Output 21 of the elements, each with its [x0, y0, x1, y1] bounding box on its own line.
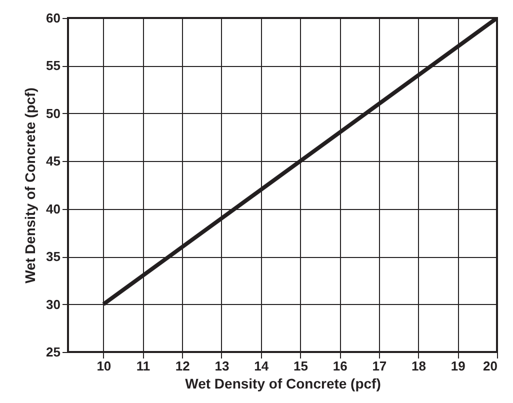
y-tick-label: 55 — [46, 58, 60, 74]
x-tick-label: 20 — [483, 358, 498, 374]
x-tick-label: 13 — [214, 358, 230, 374]
y-tick-label: 35 — [46, 249, 60, 264]
x-tick-label: 17 — [372, 358, 387, 374]
y-tick-label: 25 — [46, 344, 60, 360]
y-tick-label: 40 — [46, 201, 60, 216]
x-axis-title: Wet Density of Concrete (pcf) — [185, 376, 381, 392]
x-tick-label: 19 — [450, 358, 466, 374]
x-tick-label: 16 — [332, 358, 348, 374]
y-tick-label: 60 — [46, 10, 60, 26]
x-tick-label: 18 — [412, 358, 426, 374]
x-tick-label: 15 — [293, 358, 308, 374]
x-tick-label: 14 — [254, 358, 270, 374]
y-tick-label: 50 — [46, 106, 60, 121]
y-tick-label: 30 — [46, 296, 60, 312]
x-tick-label: 10 — [96, 358, 112, 374]
y-axis-title: Wet Density of Concrete (pcf) — [22, 88, 38, 284]
x-tick-label: 12 — [175, 358, 190, 374]
x-tick-label: 11 — [136, 358, 150, 374]
y-tick-label: 45 — [46, 154, 60, 169]
